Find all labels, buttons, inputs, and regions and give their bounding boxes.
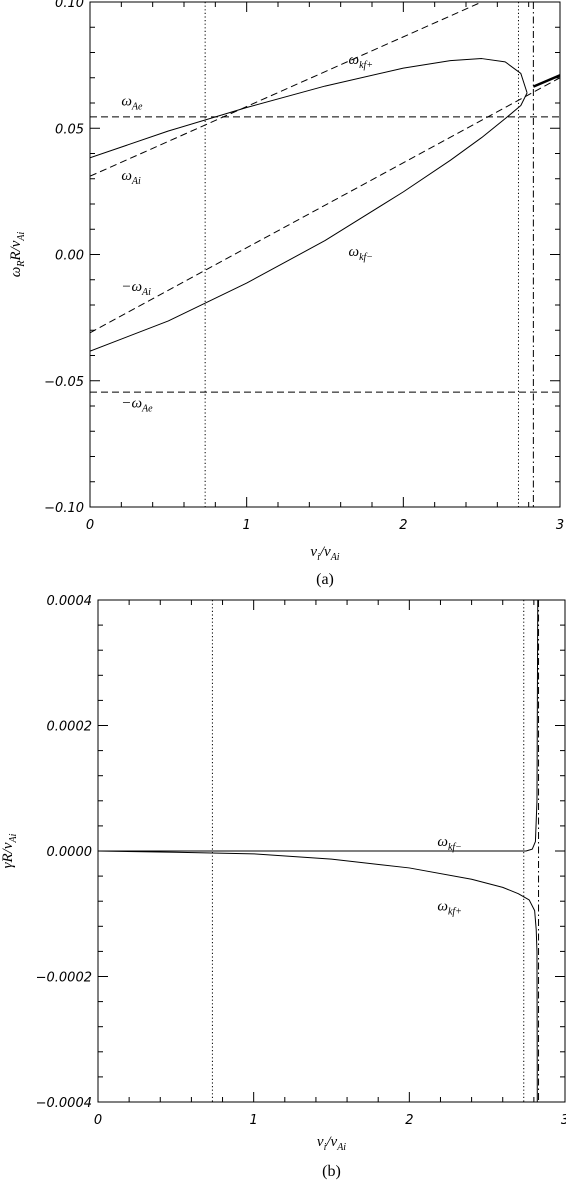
annotation-sub: Ai — [141, 287, 151, 298]
x-axis-sub2: Ai — [336, 1142, 346, 1153]
annotation-sub: kf− — [359, 252, 373, 263]
annotation-sub: Ae — [131, 102, 143, 113]
panel-a: 0 1 2 3−0.10−0.050.000.050.10ωAeωAi−ωAi−ωAe… — [8, 0, 564, 588]
y-tick-label: 0.0004 — [47, 594, 93, 609]
annotation-main: −ω — [121, 395, 142, 411]
x-axis-main: v — [310, 544, 317, 560]
x-axis-main: v — [317, 1134, 324, 1150]
x-axis-slash: /v — [319, 544, 331, 560]
y-tick-label: −0.0002 — [36, 971, 92, 986]
series-line-kf — [90, 92, 528, 352]
annotation-main: ω — [121, 94, 132, 110]
x-axis-title: vi/vAi — [310, 544, 339, 563]
series-line-kf+ — [90, 58, 528, 159]
plot-data — [98, 600, 540, 1102]
plot-data — [90, 2, 560, 507]
annotation-main: ω — [121, 168, 132, 184]
panel-b: 0123−0.0004−0.00020.00000.00020.0004ωkf−… — [0, 594, 566, 1180]
x-axis-sub1: i — [317, 552, 320, 563]
y-tick-label: 0.10 — [55, 0, 84, 11]
annotation-main: ω — [437, 834, 448, 850]
y-axis-title: γR/vAi — [0, 833, 19, 868]
annotation-sub: Ae — [141, 403, 153, 414]
y-axis-main: γR/v — [0, 842, 16, 868]
annotation-label: ωAe — [121, 94, 143, 113]
x-tick-label: 2 — [399, 518, 407, 533]
y-tick-label: 0.0002 — [47, 720, 93, 735]
y-tick-label: 0.05 — [55, 122, 84, 137]
annotation-main: ω — [349, 52, 360, 68]
series-line-Ai — [90, 77, 560, 334]
y-tick-label: −0.05 — [44, 375, 84, 390]
x-tick-label: 0 — [94, 1113, 102, 1128]
x-tick-label: 0 — [86, 518, 94, 533]
annotation-label: ωkf− — [349, 244, 374, 263]
y-axis-sub2: Ai — [16, 231, 27, 241]
panel-label: (b) — [322, 1163, 341, 1180]
panel-label: (a) — [316, 571, 334, 588]
x-tick-label: 1 — [243, 518, 251, 533]
y-axis-title: ωRR/vAi — [8, 231, 27, 277]
annotation-sub: Ai — [131, 176, 141, 187]
x-tick-label: 3 — [561, 1113, 566, 1128]
y-axis-main: ω — [8, 267, 24, 278]
x-axis-slash: /v — [325, 1134, 337, 1150]
x-tick-label: 1 — [250, 1113, 258, 1128]
x-axis-sub2: Ai — [330, 552, 340, 563]
annotation-label: ωkf− — [437, 834, 462, 853]
annotation-main: ω — [349, 244, 360, 260]
annotation-label: ωkf+ — [349, 52, 374, 71]
annotation-label: ωAi — [121, 168, 141, 187]
series-line-kf+ — [98, 850, 538, 1102]
annotation-sub: kf− — [448, 842, 462, 853]
y-tick-label: −0.10 — [44, 501, 84, 516]
x-axis-title: vi/vAi — [317, 1134, 346, 1153]
x-tick-label: 2 — [405, 1113, 413, 1128]
x-axis-sub1: i — [324, 1142, 327, 1153]
series-line-kf — [98, 600, 539, 852]
y-axis-sub2: Ai — [8, 833, 19, 843]
x-tick-label: 3 — [556, 518, 564, 533]
y-axis-mid: R/v — [8, 240, 24, 261]
annotation-sub: kf+ — [359, 60, 373, 71]
y-tick-label: 0.00 — [55, 249, 84, 264]
annotation-sub: kf+ — [448, 907, 462, 918]
annotation-label: −ωAi — [121, 279, 151, 298]
annotation-label: −ωAe — [121, 395, 153, 414]
plot-frame — [89, 1, 561, 508]
series-line-Ai — [90, 2, 482, 177]
series-line-bold — [532, 74, 560, 88]
annotation-label: ωkf+ — [437, 899, 462, 918]
y-tick-label: −0.0004 — [36, 1096, 92, 1111]
annotation-main: −ω — [121, 279, 142, 295]
annotation-main: ω — [437, 899, 448, 915]
y-axis-sub1: R — [16, 261, 27, 268]
y-tick-label: 0.0000 — [47, 845, 93, 860]
